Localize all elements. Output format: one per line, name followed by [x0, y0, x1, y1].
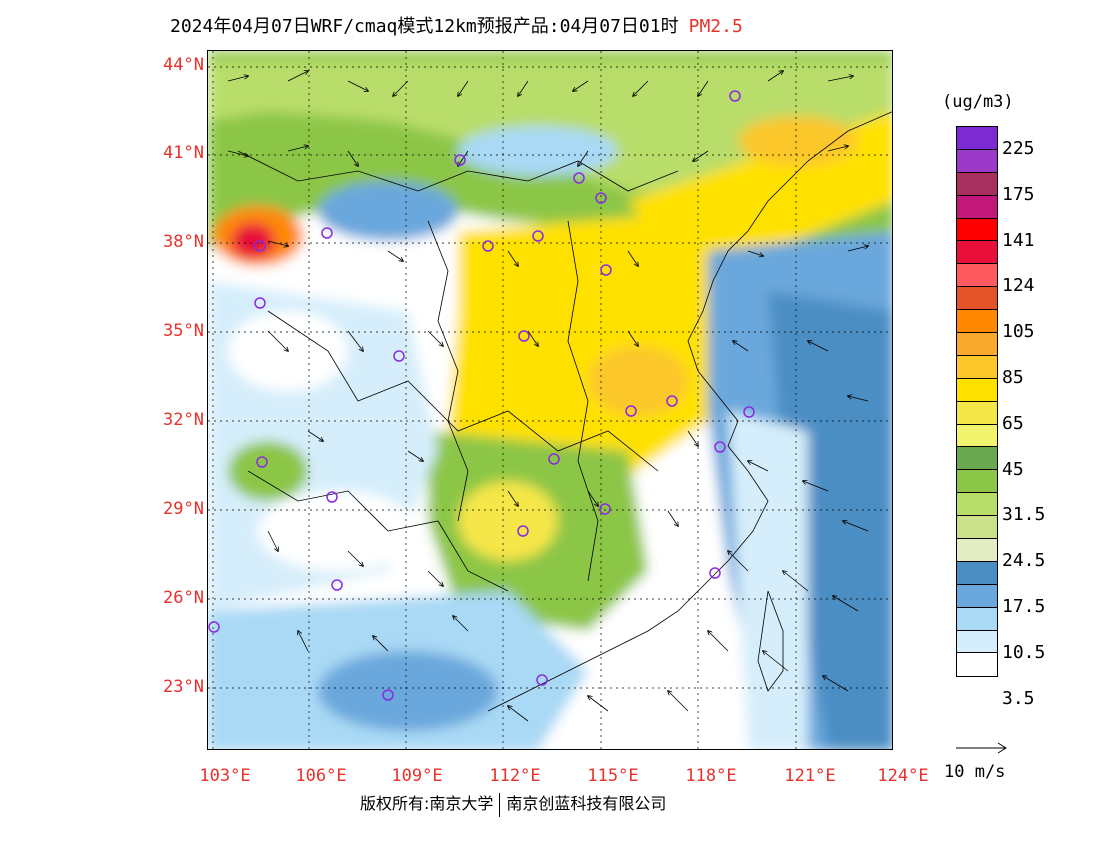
color-bar-label: 24.5: [1002, 550, 1046, 572]
reference-vector-label: 10 m/s: [944, 762, 1006, 782]
color-bar-label: 105: [1002, 321, 1035, 343]
lon-label-115: 115°E: [587, 766, 639, 786]
lat-label-26: 26°N: [163, 588, 204, 608]
color-bar-label: 175: [1002, 183, 1035, 205]
concentration-field: [208, 51, 892, 749]
color-swatch: [957, 470, 997, 494]
color-swatch: [957, 287, 997, 311]
lat-label-32: 32°N: [163, 410, 204, 430]
color-swatch: [957, 424, 997, 448]
legend-units: (ug/m3): [942, 92, 1014, 112]
color-bar-label: 31.5: [1002, 504, 1046, 526]
copyright-right: 南京创蓝科技有限公司: [506, 794, 667, 813]
color-swatch: [957, 378, 997, 402]
color-bar-label: 65: [1002, 412, 1024, 434]
color-swatch: [957, 584, 997, 608]
copyright-left: 版权所有:南京大学: [360, 794, 494, 813]
lon-label-124: 124°E: [877, 766, 929, 786]
reference-vector-arrow: [956, 742, 1007, 754]
color-bar-label: 85: [1002, 366, 1024, 388]
graticule: [208, 51, 892, 749]
color-swatch: [957, 447, 997, 471]
color-bar-label: 124: [1002, 275, 1035, 297]
color-bar-label: 17.5: [1002, 595, 1046, 617]
lon-label-109: 109°E: [391, 766, 443, 786]
map-title: 2024年04月07日WRF/cmaq模式12km预报产品:04月07日01时 P…: [170, 12, 743, 38]
color-swatch: [957, 561, 997, 585]
color-swatch: [957, 630, 997, 654]
color-swatch: [957, 218, 997, 242]
color-swatch: [957, 127, 997, 150]
color-swatch: [957, 539, 997, 562]
color-swatch: [957, 355, 997, 379]
color-swatch: [957, 516, 997, 540]
map-title-main: 2024年04月07日WRF/cmaq模式12km预报产品:04月07日01时: [170, 16, 679, 37]
wind-vectors: [227, 71, 868, 722]
color-swatch: [957, 333, 997, 356]
lat-label-23: 23°N: [163, 677, 204, 697]
color-bar-label: 141: [1002, 229, 1035, 251]
forecast-map: [207, 50, 893, 750]
lon-label-121: 121°E: [784, 766, 836, 786]
copyright: 版权所有:南京大学 南京创蓝科技有限公司: [360, 790, 666, 817]
color-bar-label: 3.5: [1002, 687, 1035, 709]
color-swatch: [957, 493, 997, 517]
lon-label-118: 118°E: [685, 766, 737, 786]
lat-label-44: 44°N: [163, 55, 204, 75]
map-canvas: [208, 51, 892, 749]
color-swatch: [957, 264, 997, 288]
color-swatch: [957, 149, 997, 173]
color-bar-label: 225: [1002, 137, 1035, 159]
color-swatch: [957, 310, 997, 334]
lat-label-38: 38°N: [163, 232, 204, 252]
color-bar-label: 10.5: [1002, 641, 1046, 663]
lon-label-112: 112°E: [489, 766, 541, 786]
color-swatch: [957, 401, 997, 425]
copyright-separator: [499, 792, 501, 817]
color-swatch: [957, 241, 997, 265]
boundaries: [237, 111, 892, 712]
lat-label-35: 35°N: [163, 321, 204, 341]
lon-label-106: 106°E: [295, 766, 347, 786]
color-swatch: [957, 607, 997, 631]
color-swatch: [957, 653, 997, 677]
lon-label-103: 103°E: [199, 766, 251, 786]
pollutant-label: PM2.5: [688, 16, 743, 37]
color-bar: [956, 126, 998, 678]
lat-label-29: 29°N: [163, 499, 204, 519]
lat-label-41: 41°N: [163, 143, 204, 163]
color-swatch: [957, 195, 997, 219]
color-swatch: [957, 172, 997, 196]
city-markers: [208, 90, 755, 701]
color-bar-label: 45: [1002, 458, 1024, 480]
